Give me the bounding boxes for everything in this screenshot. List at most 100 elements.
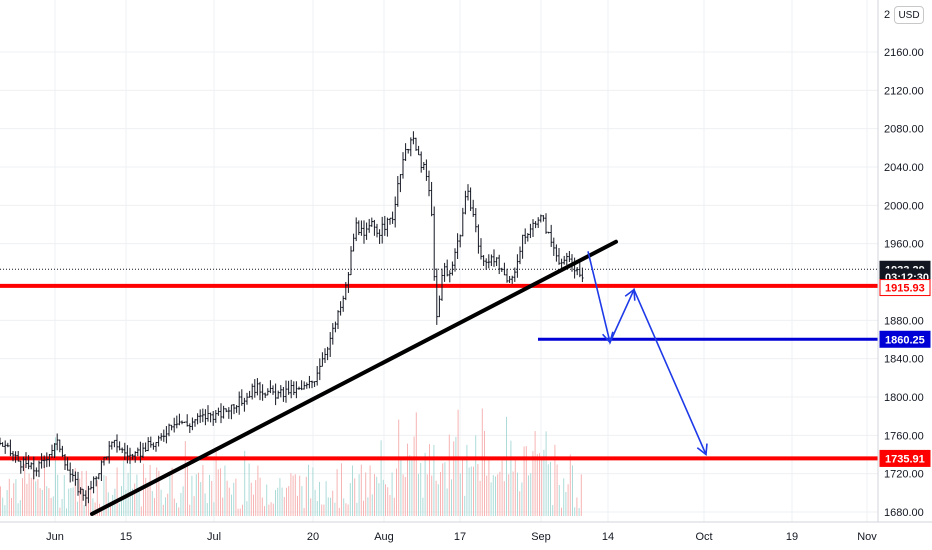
volume-bar bbox=[244, 450, 246, 516]
price-axis[interactable]: 2160.00 2120.00 2080.00 2040.00 2000.00 1960.… bbox=[884, 9, 924, 519]
candle bbox=[128, 447, 132, 464]
volume-bar bbox=[508, 474, 510, 516]
x-tick-label: 19 bbox=[786, 531, 798, 543]
candle bbox=[123, 442, 126, 460]
candle bbox=[48, 454, 51, 467]
candle bbox=[230, 404, 233, 420]
volume-bar bbox=[358, 474, 360, 516]
candle bbox=[370, 217, 373, 227]
candle bbox=[108, 441, 111, 464]
candle bbox=[495, 257, 498, 267]
volume-bar bbox=[402, 474, 404, 516]
volume-bar bbox=[129, 463, 131, 516]
candle bbox=[284, 380, 288, 403]
volume-bar bbox=[11, 498, 12, 516]
volume-bar bbox=[470, 466, 472, 516]
horizontal-levels[interactable] bbox=[0, 268, 878, 461]
candle bbox=[508, 275, 511, 283]
candle bbox=[206, 405, 210, 422]
volume-bar bbox=[59, 507, 61, 516]
time-axis[interactable]: Jun 15 Jul 20 Aug 17 Sep 14 Oct 19 Nov bbox=[46, 531, 877, 543]
candle bbox=[308, 375, 311, 389]
volume-bar bbox=[327, 497, 329, 516]
volume-bar bbox=[180, 493, 182, 516]
candle bbox=[433, 206, 436, 281]
candle bbox=[407, 148, 410, 154]
candle bbox=[516, 254, 519, 278]
volume-bar bbox=[552, 505, 554, 516]
volume-bar bbox=[103, 475, 105, 516]
volume-bar bbox=[475, 435, 477, 516]
candle bbox=[121, 447, 124, 454]
volume-bar bbox=[257, 465, 259, 516]
candle bbox=[427, 170, 431, 197]
x-tick-label: Oct bbox=[695, 531, 712, 543]
candle bbox=[360, 220, 363, 236]
volume-bar bbox=[455, 436, 457, 516]
volume-bar bbox=[61, 498, 63, 516]
volume-bar bbox=[404, 476, 406, 516]
volume-bar bbox=[46, 486, 48, 516]
candle bbox=[282, 386, 285, 402]
volume-bar bbox=[323, 504, 325, 516]
volume-bar bbox=[195, 474, 197, 516]
price-tag: 1735.91 bbox=[879, 449, 931, 467]
volume-bar bbox=[50, 497, 52, 516]
candle bbox=[425, 159, 428, 181]
volume-bar bbox=[193, 496, 195, 516]
volume-bar bbox=[281, 487, 283, 516]
candle bbox=[141, 442, 145, 458]
volume-bar bbox=[165, 497, 166, 516]
volume-bar bbox=[442, 463, 444, 516]
volume-bar bbox=[224, 465, 226, 516]
x-tick-label: 20 bbox=[307, 531, 319, 543]
volume-bar bbox=[422, 497, 424, 516]
candle bbox=[451, 261, 454, 276]
volume-bar bbox=[532, 451, 534, 516]
volume-bar bbox=[57, 474, 59, 516]
volume-bar bbox=[440, 471, 441, 516]
candle bbox=[105, 456, 108, 460]
volume-bar bbox=[365, 472, 367, 516]
candle bbox=[157, 435, 160, 447]
volume-bar bbox=[125, 489, 127, 516]
price-tag-bg bbox=[879, 330, 931, 348]
candle bbox=[222, 405, 225, 419]
volume-bar bbox=[424, 452, 426, 516]
candle bbox=[550, 224, 553, 247]
volume-bar bbox=[444, 462, 446, 516]
projection-path[interactable] bbox=[587, 251, 708, 457]
volume-bar bbox=[448, 434, 450, 516]
candle bbox=[539, 214, 542, 223]
candle bbox=[9, 439, 12, 457]
y-tick-label: 1840.00 bbox=[884, 354, 924, 366]
candle bbox=[240, 389, 243, 406]
candle bbox=[547, 231, 550, 234]
candle bbox=[537, 217, 540, 228]
trendline-group[interactable] bbox=[90, 239, 618, 516]
candle bbox=[461, 207, 464, 237]
y-tick-label: 2160.00 bbox=[884, 47, 924, 59]
candle bbox=[178, 413, 181, 426]
x-tick-label: 14 bbox=[602, 531, 614, 543]
volume-bar bbox=[453, 441, 455, 516]
candle bbox=[492, 249, 496, 267]
candle bbox=[357, 220, 360, 236]
candle bbox=[266, 388, 269, 396]
volume-bar bbox=[145, 477, 147, 516]
candle bbox=[84, 490, 87, 507]
volume-bar bbox=[389, 495, 391, 516]
volume-bar bbox=[303, 507, 305, 516]
candle bbox=[56, 433, 59, 451]
candle bbox=[534, 221, 537, 229]
candle bbox=[362, 220, 366, 244]
volume-bar bbox=[13, 483, 15, 516]
volume-bar bbox=[341, 463, 342, 516]
volume-bar bbox=[30, 477, 32, 516]
currency-button[interactable]: USD bbox=[894, 6, 924, 24]
candle bbox=[180, 420, 184, 425]
candle bbox=[440, 268, 444, 301]
volume-bar bbox=[90, 486, 92, 516]
candle bbox=[290, 379, 293, 399]
